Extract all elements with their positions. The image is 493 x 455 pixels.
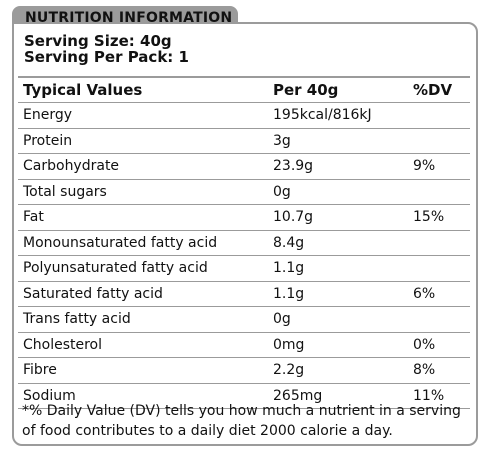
nutrient-amount: 0g <box>273 311 291 328</box>
nutrient-name: Protein <box>23 132 73 149</box>
table-row: Monounsaturated fatty acid 8.4g <box>18 231 470 256</box>
table-row: Total sugars 0g <box>18 180 470 205</box>
nutrient-name: Monounsaturated fatty acid <box>23 234 218 251</box>
nutrient-name: Polyunsaturated fatty acid <box>23 260 208 277</box>
nutrient-amount: 0g <box>273 183 291 200</box>
nutrient-dv: 8% <box>413 362 436 379</box>
nutrition-panel <box>12 22 478 446</box>
nutrient-dv: 6% <box>413 285 436 302</box>
nutrient-amount: 265mg <box>273 387 323 404</box>
nutrient-name: Cholesterol <box>23 336 103 353</box>
table-row: Trans fatty acid 0g <box>18 307 470 333</box>
nutrient-amount: 195kcal/816kJ <box>273 107 372 124</box>
nutrient-name: Saturated fatty acid <box>23 285 163 302</box>
serving-size: Serving Size: 40g <box>24 32 172 50</box>
nutrient-amount: 10.7g <box>273 209 314 226</box>
table-row: Cholesterol 0mg 0% <box>18 333 470 358</box>
nutrient-amount: 0mg <box>273 336 305 353</box>
nutrient-amount: 2.2g <box>273 362 305 379</box>
nutrient-name: Sodium <box>23 387 76 404</box>
nutrient-dv: 15% <box>413 209 445 226</box>
table-row: Polyunsaturated fatty acid 1.1g <box>18 256 470 282</box>
nutrient-dv: 0% <box>413 336 436 353</box>
table-row: Sodium 265mg 11% <box>18 384 470 409</box>
nutrient-amount: 1.1g <box>273 285 305 302</box>
header-typical-values: Typical Values <box>23 81 143 99</box>
nutrient-name: Fibre <box>23 362 57 379</box>
header-dv: %DV <box>413 81 453 99</box>
nutrient-amount: 3g <box>273 132 291 149</box>
nutrition-table: Typical Values Per 40g %DV Energy 195kcal… <box>18 76 470 409</box>
header-per-serving: Per 40g <box>273 81 339 99</box>
serving-per-pack: Serving Per Pack: 1 <box>24 48 189 66</box>
table-row: Protein 3g <box>18 129 470 154</box>
nutrient-name: Energy <box>23 107 73 124</box>
nutrient-dv: 11% <box>413 387 445 404</box>
nutrient-name: Carbohydrate <box>23 158 120 175</box>
nutrient-name: Fat <box>23 209 44 226</box>
nutrient-dv: 9% <box>413 158 436 175</box>
table-row: Energy 195kcal/816kJ <box>18 103 470 129</box>
nutrient-name: Trans fatty acid <box>23 311 131 328</box>
nutrient-amount: 1.1g <box>273 260 305 277</box>
table-row: Carbohydrate 23.9g 9% <box>18 154 470 180</box>
nutrient-amount: 23.9g <box>273 158 314 175</box>
footnote: *% Daily Value (DV) tells you how much a… <box>22 403 461 439</box>
table-header-row: Typical Values Per 40g %DV <box>18 78 470 103</box>
nutrient-amount: 8.4g <box>273 234 305 251</box>
table-row: Saturated fatty acid 1.1g 6% <box>18 282 470 307</box>
nutrient-name: Total sugars <box>23 183 107 200</box>
table-row: Fat 10.7g 15% <box>18 205 470 231</box>
table-row: Fibre 2.2g 8% <box>18 358 470 384</box>
